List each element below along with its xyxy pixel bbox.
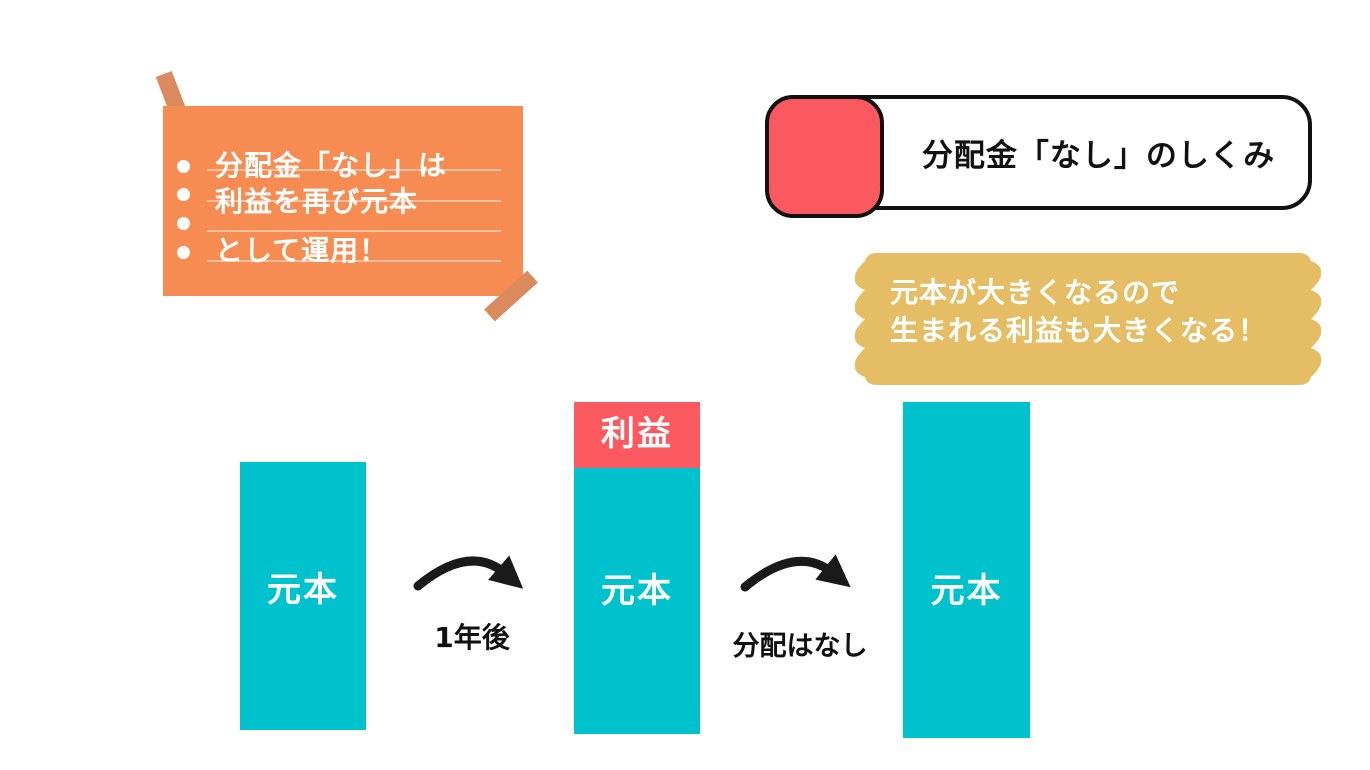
- bar-principal-3: 元本: [903, 402, 1030, 738]
- highlight-tape-box: 元本が大きくなるので 生まれる利益も大きくなる！: [855, 253, 1321, 385]
- page-title: 分配金「なし」のしくみ: [921, 138, 1276, 174]
- bullet-dot-icon: [177, 246, 190, 259]
- bar-label: 元本: [930, 571, 1003, 611]
- bar-label: 元本: [267, 570, 339, 610]
- sticky-note: 分配金「なし」は 利益を再び元本 として運用！: [163, 106, 523, 296]
- arrow-2-label: 分配はなし: [732, 631, 868, 662]
- bullet-dot-icon: [177, 217, 190, 230]
- bar-profit-segment: 利益: [574, 402, 700, 468]
- title-banner: 分配金「なし」のしくみ: [765, 95, 1312, 218]
- note-text-line-3: として運用！: [215, 234, 389, 267]
- arrow-2-icon: [740, 554, 851, 592]
- arrow-1-label: 1年後: [434, 621, 510, 654]
- bar-label: 利益: [601, 414, 673, 454]
- note-rule-line: [207, 260, 501, 262]
- note-text-line-1: 分配金「なし」は: [215, 149, 448, 182]
- highlight-text-line-2: 生まれる利益も大きくなる！: [890, 314, 1268, 347]
- wavy-tape-background-icon: [855, 253, 1321, 385]
- banner-accent-square: [765, 95, 884, 218]
- highlight-text-line-1: 元本が大きくなるので: [890, 276, 1181, 309]
- note-rule-line: [207, 230, 501, 232]
- note-rule-line: [207, 169, 501, 171]
- note-rule-line: [207, 200, 501, 202]
- bar-principal-1: 元本: [240, 462, 366, 730]
- bar-principal-2: 元本: [574, 468, 700, 734]
- bullet-dot-icon: [177, 188, 190, 201]
- bullet-dot-icon: [177, 160, 190, 173]
- bar-label: 元本: [601, 571, 673, 611]
- note-text-line-2: 利益を再び元本: [215, 185, 419, 218]
- arrow-1-icon: [413, 555, 524, 591]
